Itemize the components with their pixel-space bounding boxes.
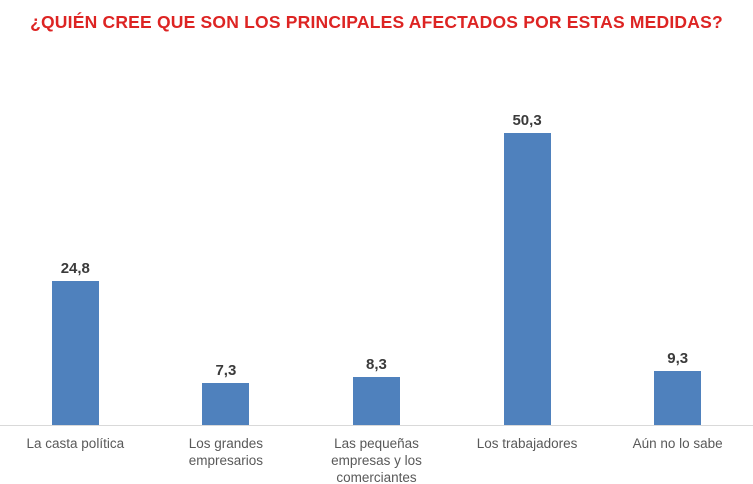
plot-area: 24,8 7,3 8,3 50,3 9,3 La casta política Los g… [0, 46, 753, 484]
bar-slot: 9,3 [602, 46, 753, 425]
bar [654, 371, 702, 425]
bar-value-label: 24,8 [60, 260, 90, 277]
bar [503, 133, 551, 425]
bar-value-label: 7,3 [215, 362, 237, 379]
category-label: La casta política [26, 436, 125, 451]
bar [51, 281, 99, 425]
bar-slot: 7,3 [151, 46, 302, 425]
categories-row: La casta política Los grandes empresarios… [0, 426, 753, 484]
bar-value-label: 9,3 [667, 350, 689, 367]
category-label: Los grandes empresarios [188, 436, 264, 468]
chart-title: ¿QUIÉN CREE QUE SON LOS PRINCIPALES AFEC… [30, 12, 723, 32]
bar [202, 383, 250, 425]
bar-slot: 50,3 [452, 46, 603, 425]
bar-slot: 8,3 [301, 46, 452, 425]
category-label: Los trabajadores [476, 436, 578, 451]
bar-value-label: 8,3 [366, 356, 387, 373]
category-label: Aún no lo sabe [632, 436, 723, 451]
bars-row: 24,8 7,3 8,3 50,3 9,3 [0, 46, 753, 426]
bar [352, 377, 400, 425]
category-label: Las pequeñas empresas y los comerciantes [331, 436, 422, 484]
bar-slot: 24,8 [0, 46, 151, 425]
bar-value-label: 50,3 [512, 112, 542, 129]
